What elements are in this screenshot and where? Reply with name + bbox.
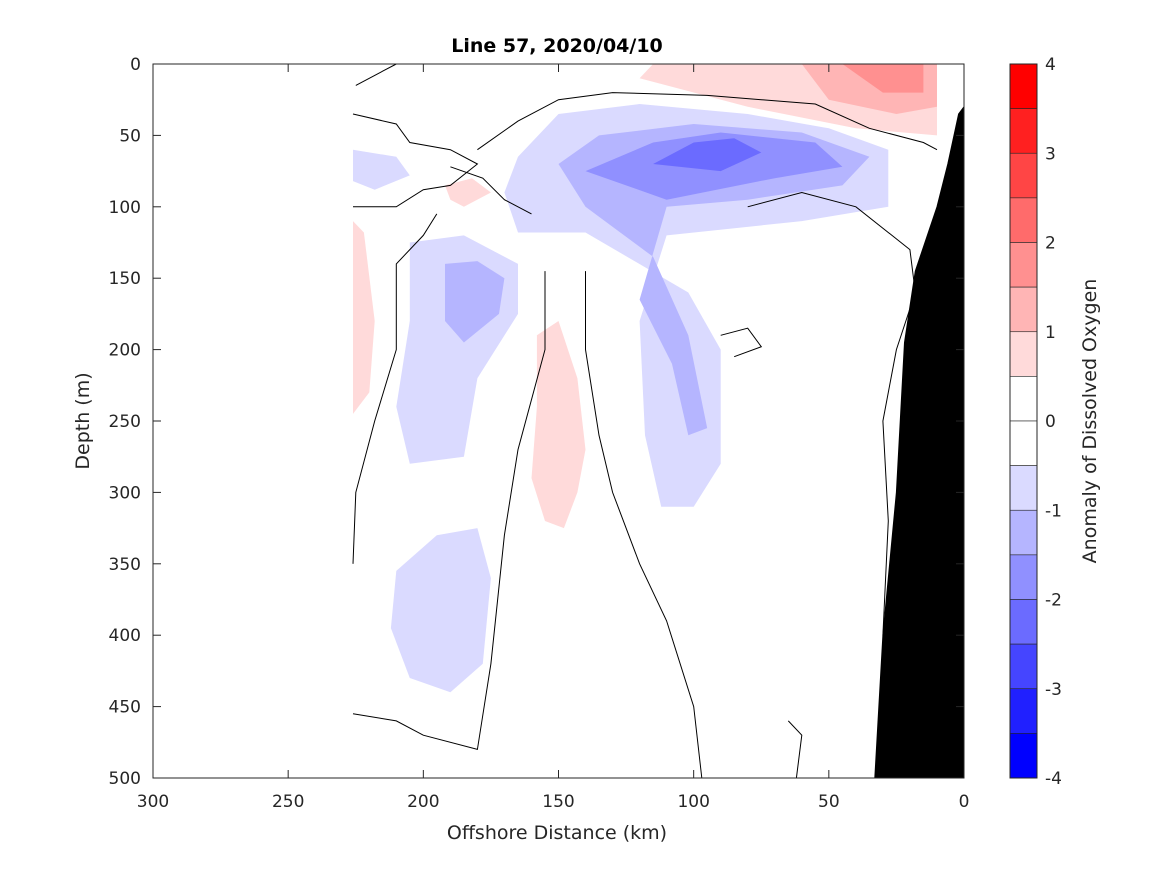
colorbar-level-swatch: [1009, 509, 1038, 556]
mid-depth-positive-patch: [531, 321, 586, 529]
colorbar-level-swatch: [1009, 63, 1038, 109]
subsurface-negative-anomaly-core: [558, 124, 870, 436]
colorbar-tick-label: 0: [1045, 412, 1056, 432]
colorbar-level-swatch: [1009, 331, 1038, 377]
colorbar-level-swatch: [1009, 733, 1038, 779]
contour-line-7: [720, 327, 763, 358]
x-axis-label: Offshore Distance (km): [447, 822, 667, 844]
y-tick-label: 50: [119, 126, 141, 146]
x-tick-label: 50: [818, 792, 840, 812]
plot-area: 300 250 200 150 100 50 0 050100150200250300350…: [109, 55, 970, 812]
x-tick-label: 150: [542, 792, 574, 812]
y-tick-label: 350: [109, 555, 141, 575]
contour-line-1: [352, 113, 479, 208]
colorbar-level-swatch: [1009, 152, 1038, 199]
x-tick-label: 100: [677, 792, 709, 812]
y-tick-label: 0: [130, 55, 141, 75]
x-tick-label: 0: [959, 792, 970, 812]
contour-line-4: [352, 271, 546, 751]
y-tick-label: 500: [109, 769, 141, 789]
western-positive-strip: [353, 221, 375, 414]
y-tick-label: 250: [109, 412, 141, 432]
subsurface-negative-anomaly-max: [653, 138, 762, 172]
contour-line-3: [450, 166, 532, 215]
colorbar-tick-label: -2: [1045, 591, 1062, 611]
y-tick-label: 400: [109, 626, 141, 646]
colorbar-tick-label: 3: [1045, 144, 1056, 164]
colorbar-tick-label: 1: [1045, 323, 1056, 343]
colorbar-tick-label: 4: [1045, 55, 1056, 75]
colorbar-level-swatch: [1009, 376, 1038, 422]
y-tick-label: 300: [109, 483, 141, 503]
anomaly-regions: [353, 64, 937, 693]
colorbar-frame: [1009, 63, 1038, 779]
contour-line-6: [585, 271, 703, 779]
y-tick-label: 150: [109, 269, 141, 289]
contour-line-9: [787, 720, 803, 779]
colorbar-level-swatch: [1009, 688, 1038, 734]
x-tick-label: 300: [137, 792, 169, 812]
colorbar-ticks: 4 3 2 1 0 -1 -2 -3 -4: [1045, 55, 1062, 789]
contour-line-2: [477, 92, 938, 151]
deep-negative-patch: [390, 528, 491, 693]
colorbar-tick-label: -4: [1045, 769, 1062, 789]
colorbar-level-swatch: [1009, 420, 1038, 466]
x-tick-label: 200: [407, 792, 439, 812]
colorbar-tick-label: -3: [1045, 680, 1062, 700]
western-negative-pocket: [353, 149, 410, 190]
colorbar-level-swatch: [1009, 643, 1038, 690]
mid-depth-negative-core: [445, 261, 505, 343]
surface-positive-anomaly-max: [842, 64, 924, 93]
y-tick-label: 200: [109, 341, 141, 361]
colorbar-tick-label: 2: [1045, 234, 1056, 254]
contour-line-0: [355, 63, 397, 86]
colorbar: 4 3 2 1 0 -1 -2 -3 -4 Anomaly of Dissolved Oxyge…: [1009, 55, 1101, 789]
colorbar-level-swatch: [1009, 242, 1038, 288]
contour-line-5: [352, 213, 438, 564]
y-tick-label: 100: [109, 198, 141, 218]
y-axis-ticks: 0 50 100 150 200 250 300 350 400 450 500: [109, 55, 964, 789]
y-tick-label: 450: [109, 698, 141, 718]
colorbar-level-swatch: [1009, 599, 1038, 645]
colorbar-levels: [1009, 63, 1038, 779]
colorbar-tick-label: -1: [1045, 501, 1062, 521]
x-axis-ticks: 300 250 200 150 100 50 0: [137, 64, 970, 812]
upper-positive-pocket: [445, 178, 491, 207]
colorbar-level-swatch: [1009, 286, 1038, 333]
y-axis-label: Depth (m): [72, 372, 94, 469]
contour-lines: [352, 63, 938, 779]
chart-title: Line 57, 2020/04/10: [451, 35, 663, 57]
colorbar-label: Anomaly of Dissolved Oxygen: [1079, 279, 1101, 564]
colorbar-level-swatch: [1009, 465, 1038, 511]
x-tick-label: 250: [272, 792, 304, 812]
colorbar-level-swatch: [1009, 108, 1038, 154]
colorbar-level-swatch: [1009, 197, 1038, 243]
colorbar-level-swatch: [1009, 554, 1038, 600]
